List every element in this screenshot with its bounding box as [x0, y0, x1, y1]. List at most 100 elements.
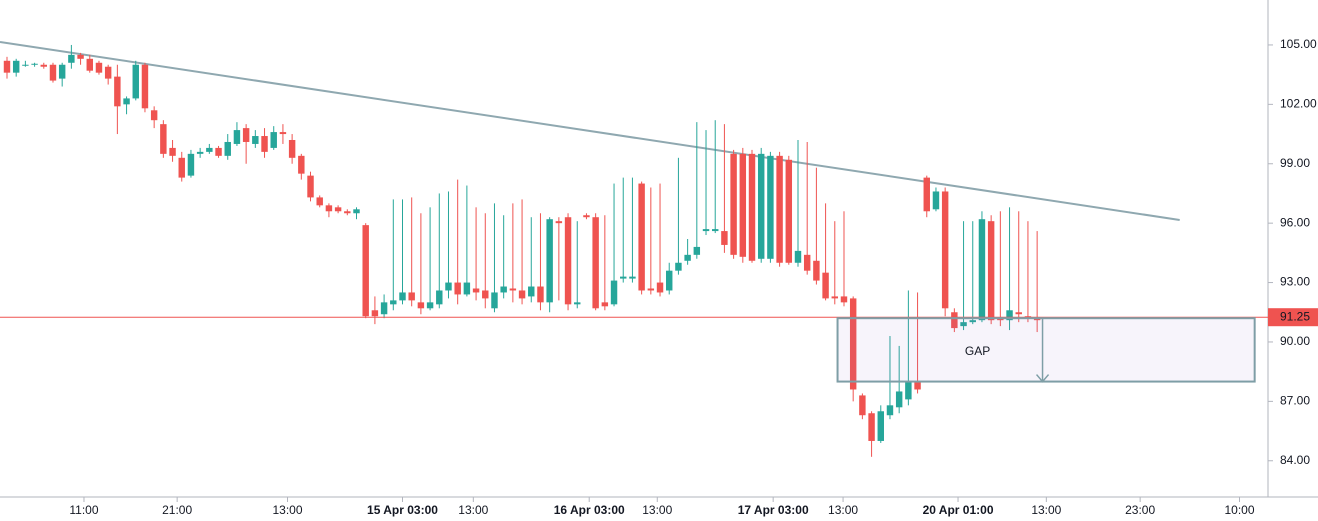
candle-body [353, 209, 360, 214]
candle-body [298, 155, 305, 174]
last-price-label: 91.25 [1280, 309, 1310, 323]
candle-body [951, 312, 958, 329]
x-tick-label: 20 Apr 01:00 [923, 503, 994, 517]
candle-body [702, 229, 710, 232]
candle-body [399, 292, 406, 301]
candle-body [564, 217, 572, 305]
candle-body [68, 54, 75, 63]
candle-body [960, 322, 967, 327]
candle-body [886, 405, 894, 416]
last-price-tag [1268, 308, 1318, 327]
candle-body [380, 302, 388, 315]
y-tick-label: 90.00 [1280, 334, 1310, 348]
candle-body [1015, 312, 1022, 315]
candle-body [978, 219, 986, 321]
candle-body [187, 153, 195, 176]
y-tick-label: 99.00 [1280, 156, 1310, 170]
candle-body [454, 282, 461, 295]
candle-body [40, 64, 48, 67]
candle-body [987, 221, 995, 321]
y-tick-label: 87.00 [1280, 394, 1310, 408]
gap-zone [836, 317, 1256, 383]
candle-body [601, 302, 609, 307]
candle-body [160, 124, 167, 154]
x-tick-label: 13:00 [273, 503, 303, 517]
candle-body [436, 290, 443, 305]
candle-body [242, 128, 250, 142]
candle-body [748, 153, 756, 261]
candle-body [932, 191, 940, 210]
candle-body [426, 302, 434, 309]
y-tick-label: 96.00 [1280, 215, 1310, 229]
candle-body [123, 98, 130, 105]
candle-body [252, 136, 259, 144]
candle-body [610, 280, 618, 305]
x-tick-label: 10:00 [1224, 503, 1254, 517]
candle-body [261, 136, 268, 152]
candle-body [574, 302, 581, 305]
candle-body [196, 151, 204, 154]
candle-body [656, 282, 664, 293]
candle-body [270, 132, 277, 148]
candle-body [537, 286, 544, 303]
candle-body [307, 175, 314, 198]
candle-body [86, 58, 93, 71]
candle-body [555, 221, 563, 224]
candle-body [178, 157, 185, 178]
candle-body [905, 381, 912, 400]
candle-body [334, 207, 342, 212]
candle-body [518, 290, 526, 299]
candle-body [169, 147, 176, 156]
candle-body [3, 60, 11, 73]
candle-body [794, 250, 802, 263]
candle-body [803, 254, 811, 271]
candle-body [757, 153, 765, 259]
x-tick-label: 13:00 [458, 503, 488, 517]
x-tick-label: 11:00 [69, 503, 98, 517]
candle-body [969, 320, 976, 323]
candle-body [77, 54, 84, 59]
x-tick-label: 17 Apr 03:00 [738, 503, 809, 517]
candle-body [104, 66, 112, 79]
candle-body [390, 300, 397, 305]
x-tick-label: 15 Apr 03:00 [367, 503, 438, 517]
candle-body [22, 64, 29, 66]
candle-body [859, 395, 866, 416]
candle-body [693, 246, 701, 255]
x-tick-label: 13:00 [642, 503, 672, 517]
candle-body [1006, 310, 1013, 321]
candle-body [482, 290, 489, 299]
candle-body [684, 254, 691, 261]
candle-body [877, 411, 884, 441]
candle-body [344, 211, 351, 214]
candle-body [31, 63, 38, 65]
candle-body [58, 64, 66, 79]
candle-body [95, 62, 103, 73]
candle-body [666, 270, 673, 291]
candle-body [638, 183, 645, 291]
candle-body [868, 413, 875, 441]
candle-body [215, 147, 222, 156]
candle-body [546, 219, 553, 303]
candle-body [647, 288, 655, 291]
candle-body [592, 217, 599, 309]
gap-label: GAP [965, 344, 990, 358]
candle-body [445, 282, 452, 291]
candle-body [233, 130, 241, 144]
candle-body [325, 205, 333, 212]
candle-body [288, 139, 296, 158]
candle-body [132, 64, 139, 99]
candle-body [12, 60, 20, 73]
candle-body [629, 276, 636, 279]
y-tick-label: 93.00 [1280, 275, 1310, 289]
candle-body [408, 292, 415, 301]
candle-body [472, 288, 480, 293]
candle-body [206, 147, 213, 152]
x-tick-label: 13:00 [1031, 503, 1061, 517]
candle-body [767, 155, 774, 259]
x-tick-label: 13:00 [828, 503, 858, 517]
x-tick-label: 21:00 [162, 503, 192, 517]
candle-body [739, 153, 747, 257]
candle-body [730, 153, 737, 255]
candle-body [895, 391, 903, 408]
